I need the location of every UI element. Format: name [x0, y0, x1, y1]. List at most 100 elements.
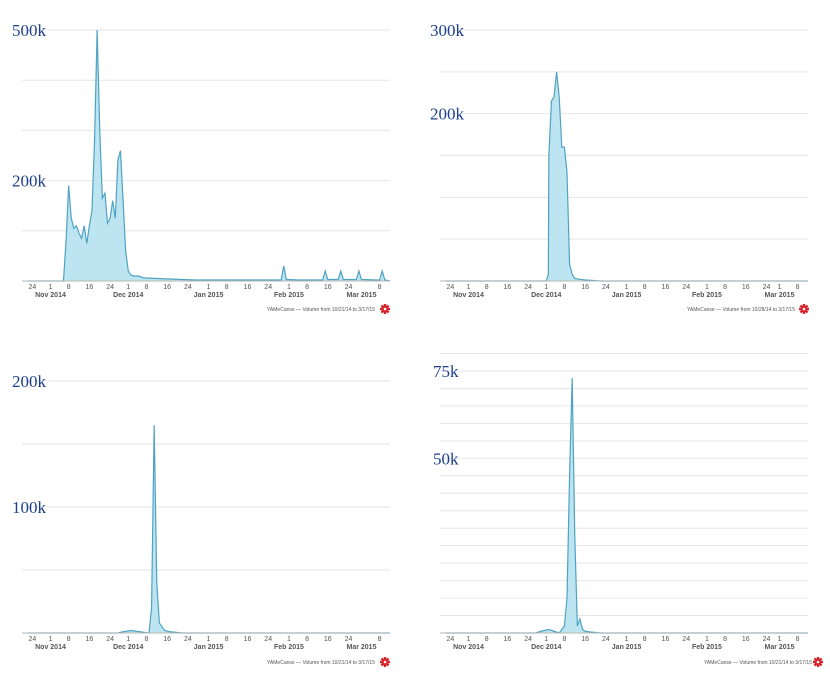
chart-caption: YAMeCanse — Volume from 10/21/14 to 3/17… [704, 660, 812, 666]
settings-gear-icon[interactable] [380, 304, 390, 314]
series-line [27, 425, 390, 634]
x-tick-label: 1 [467, 284, 471, 291]
x-tick-label: 16 [742, 636, 750, 643]
x-month-label: Mar 2015 [347, 292, 377, 299]
x-tick-label: 8 [485, 284, 489, 291]
y-axis-label: 200k [12, 372, 47, 391]
x-tick-label: 8 [796, 284, 800, 291]
x-tick-label: 24 [345, 636, 353, 643]
x-tick-label: 8 [485, 636, 489, 643]
y-axis-label: 100k [12, 498, 47, 517]
series-area [445, 377, 808, 633]
x-tick-label: 8 [225, 636, 229, 643]
x-month-label: Jan 2015 [194, 292, 224, 299]
x-tick-label: 1 [544, 284, 548, 291]
x-tick-label: 1 [625, 636, 629, 643]
settings-gear-icon[interactable] [813, 657, 823, 667]
x-tick-label: 8 [723, 636, 727, 643]
x-tick-label: 1 [126, 284, 130, 291]
x-tick-label: 1 [49, 636, 53, 643]
x-tick-label: 24 [184, 284, 192, 291]
x-tick-label: 1 [126, 636, 130, 643]
x-tick-label: 24 [106, 636, 114, 643]
x-tick-label: 8 [225, 284, 229, 291]
x-tick-label: 16 [163, 284, 171, 291]
x-tick-label: 16 [244, 284, 252, 291]
y-axis-label: 50k [433, 449, 459, 468]
x-tick-label: 24 [345, 284, 353, 291]
x-tick-label: 24 [264, 284, 272, 291]
x-tick-label: 8 [378, 636, 382, 643]
x-month-label: Feb 2015 [692, 292, 722, 299]
x-tick-label: 16 [503, 284, 511, 291]
x-month-label: Dec 2014 [531, 292, 561, 299]
x-month-label: Mar 2015 [347, 644, 377, 651]
x-tick-label: 16 [662, 284, 670, 291]
x-tick-label: 1 [207, 284, 211, 291]
x-tick-label: 24 [682, 636, 690, 643]
x-tick-label: 24 [446, 636, 454, 643]
x-tick-label: 8 [305, 284, 309, 291]
x-tick-label: 24 [264, 636, 272, 643]
x-month-label: Nov 2014 [35, 644, 66, 651]
x-tick-label: 8 [723, 284, 727, 291]
y-axis-label: 200k [430, 105, 465, 124]
x-tick-label: 24 [763, 636, 771, 643]
series-area [27, 30, 391, 281]
x-tick-label: 16 [324, 284, 332, 291]
x-tick-label: 8 [796, 636, 800, 643]
series-area [445, 71, 808, 281]
x-tick-label: 24 [763, 284, 771, 291]
x-tick-label: 16 [85, 636, 93, 643]
settings-gear-icon[interactable] [380, 657, 390, 667]
x-tick-label: 16 [85, 284, 93, 291]
x-tick-label: 8 [562, 636, 566, 643]
x-month-label: Jan 2015 [194, 644, 224, 651]
x-tick-label: 8 [67, 636, 71, 643]
x-tick-label: 1 [778, 636, 782, 643]
chart-caption: YAMeCanse — Volume from 10/21/14 to 3/17… [267, 307, 375, 313]
y-axis-label: 500k [12, 21, 47, 40]
x-tick-label: 16 [244, 636, 252, 643]
series-line [445, 377, 808, 634]
x-tick-label: 1 [625, 284, 629, 291]
x-tick-label: 24 [524, 636, 532, 643]
x-month-label: Nov 2014 [35, 292, 66, 299]
x-month-label: Dec 2014 [113, 644, 143, 651]
series-line [27, 29, 391, 282]
x-tick-label: 1 [544, 636, 548, 643]
x-tick-label: 8 [643, 284, 647, 291]
x-month-label: Mar 2015 [765, 644, 795, 651]
x-tick-label: 8 [643, 636, 647, 643]
x-tick-label: 24 [682, 284, 690, 291]
series-line [445, 71, 808, 282]
x-month-label: Jan 2015 [612, 292, 642, 299]
x-tick-label: 16 [662, 636, 670, 643]
x-tick-label: 8 [144, 284, 148, 291]
y-axis-label: 300k [430, 21, 465, 40]
x-tick-label: 16 [581, 636, 589, 643]
x-tick-label: 24 [446, 284, 454, 291]
x-tick-label: 16 [503, 636, 511, 643]
x-month-label: Jan 2015 [612, 644, 642, 651]
x-tick-label: 1 [467, 636, 471, 643]
chart-caption: YAMeCanse — Volume from 10/21/14 to 3/17… [267, 660, 375, 666]
x-tick-label: 1 [287, 284, 291, 291]
x-month-label: Feb 2015 [692, 644, 722, 651]
y-axis-label: 75k [433, 362, 459, 381]
x-tick-label: 24 [28, 636, 36, 643]
x-tick-label: 8 [67, 284, 71, 291]
x-month-label: Mar 2015 [765, 292, 795, 299]
x-tick-label: 8 [562, 284, 566, 291]
x-tick-label: 24 [524, 284, 532, 291]
x-tick-label: 8 [378, 284, 382, 291]
series-area [27, 425, 391, 633]
x-tick-label: 16 [742, 284, 750, 291]
x-tick-label: 24 [184, 636, 192, 643]
x-tick-label: 1 [705, 284, 709, 291]
settings-gear-icon[interactable] [799, 304, 809, 314]
